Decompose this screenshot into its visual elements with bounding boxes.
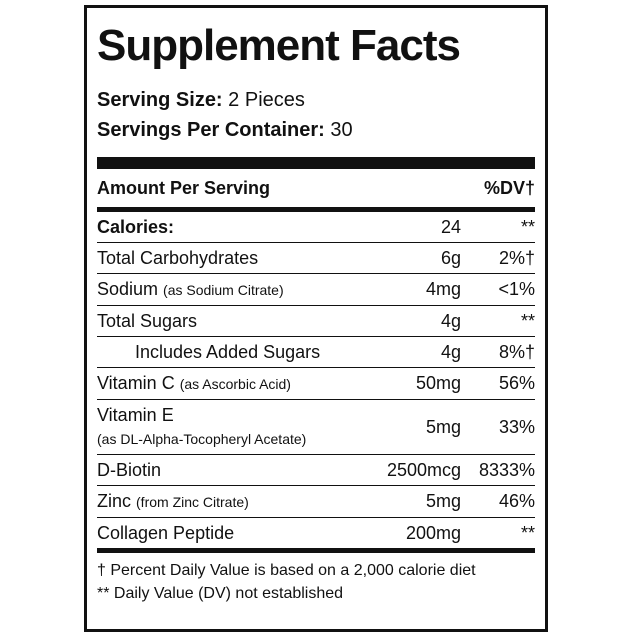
footnote: † Percent Daily Value is based on a 2,00…	[97, 562, 476, 579]
nutrient-name: Vitamin C	[97, 373, 175, 393]
divider	[97, 157, 535, 169]
serving-size: Serving Size: 2 Pieces	[97, 85, 535, 115]
serving-size-value: 2 Pieces	[228, 89, 305, 111]
nutrient-dv: <1%	[498, 279, 535, 299]
nutrient-dv: 46%	[498, 491, 535, 511]
nutrient-amount: 5mg	[425, 491, 461, 511]
nutrient-name: Includes Added Sugars	[135, 342, 321, 362]
nutrient-name: Zinc	[97, 491, 132, 511]
nutrient-name-cell: Total Sugars	[97, 306, 351, 336]
nutrient-name-cell: D-Biotin	[97, 455, 351, 485]
nutrient-amount: 50mg	[415, 373, 461, 393]
header-dv: %DV†	[483, 177, 535, 198]
nutrient-row: Total Carbohydrates 6g 2%†	[97, 243, 535, 274]
nutrient-amount: 2500mcg	[386, 459, 461, 480]
servings-value: 30	[330, 119, 353, 141]
servings-per-container: Servings Per Container: 30	[97, 115, 535, 145]
nutrient-name-cell: Sodium (as Sodium Citrate)	[97, 274, 351, 305]
servings-label: Servings Per Container:	[97, 119, 325, 141]
nutrient-amount: 5mg	[425, 416, 461, 437]
nutrient-row: D-Biotin 2500mcg 8333%	[97, 455, 535, 486]
nutrient-name-cell: Includes Added Sugars	[97, 337, 351, 367]
nutrient-row: Zinc (from Zinc Citrate) 5mg 46%	[97, 486, 535, 518]
nutrient-amount: 4mg	[425, 279, 461, 299]
footnote: ** Daily Value (DV) not established	[97, 585, 344, 602]
nutrient-amount: 6g	[440, 247, 461, 268]
nutrient-name: Sodium	[97, 279, 159, 299]
nutrient-dv: **	[520, 216, 535, 237]
nutrient-row: Vitamin C (as Ascorbic Acid) 50mg 56%	[97, 368, 535, 400]
nutrient-row: Collagen Peptide 200mg **	[97, 518, 535, 553]
table-header: Amount Per Serving %DV†	[97, 169, 535, 212]
nutrient-row: Vitamin E (as DL-Alpha-Tocopheryl Acetate…	[97, 400, 535, 455]
nutrient-name-cell: Calories:	[97, 212, 351, 242]
nutrient-name: Total Sugars	[97, 311, 198, 331]
nutrient-dv: **	[520, 522, 535, 543]
nutrient-name-cell: Vitamin E (as DL-Alpha-Tocopheryl Acetate…	[97, 400, 351, 454]
nutrient-note: (as Sodium Citrate)	[163, 282, 284, 298]
nutrient-dv: 2%†	[498, 247, 535, 268]
nutrient-name: Collagen Peptide	[97, 523, 235, 543]
footnotes: † Percent Daily Value is based on a 2,00…	[97, 559, 535, 605]
supplement-facts-label: Supplement Facts Serving Size: 2 Pieces …	[84, 5, 548, 632]
nutrient-amount: 4g	[440, 310, 461, 331]
header-amount: Amount Per Serving	[97, 177, 271, 198]
title: Supplement Facts	[97, 21, 461, 70]
nutrient-row: Includes Added Sugars 4g 8%†	[97, 337, 535, 368]
nutrient-note: (as Ascorbic Acid)	[179, 376, 291, 392]
nutrient-row: Total Sugars 4g **	[97, 306, 535, 337]
nutrient-amount: 200mg	[405, 522, 461, 543]
nutrient-note: (from Zinc Citrate)	[136, 494, 249, 510]
nutrient-name: Total Carbohydrates	[97, 248, 259, 268]
nutrient-dv: 8333%	[478, 459, 535, 480]
nutrient-name-cell: Collagen Peptide	[97, 518, 351, 548]
nutrient-row: Calories: 24 **	[97, 212, 535, 243]
nutrient-name-cell: Vitamin C (as Ascorbic Acid)	[97, 368, 351, 399]
nutrient-dv: 56%	[498, 373, 535, 393]
nutrient-row: Sodium (as Sodium Citrate) 4mg <1%	[97, 274, 535, 306]
nutrient-dv: **	[520, 310, 535, 331]
nutrient-note: (as DL-Alpha-Tocopheryl Acetate)	[97, 431, 307, 447]
nutrient-name-cell: Zinc (from Zinc Citrate)	[97, 486, 351, 517]
serving-size-label: Serving Size:	[97, 89, 223, 111]
nutrient-amount: 24	[440, 216, 461, 237]
nutrient-name: D-Biotin	[97, 460, 162, 480]
nutrient-name: Calories:	[97, 217, 175, 237]
nutrient-amount: 4g	[440, 341, 461, 362]
nutrient-name: Vitamin E	[97, 405, 174, 425]
table-body: Calories: 24 ** Total Carbohydrates 6g 2%† Sod…	[97, 212, 535, 553]
nutrient-name-cell: Total Carbohydrates	[97, 243, 351, 273]
nutrient-dv: 8%†	[498, 341, 535, 362]
nutrient-dv: 33%	[498, 416, 535, 437]
